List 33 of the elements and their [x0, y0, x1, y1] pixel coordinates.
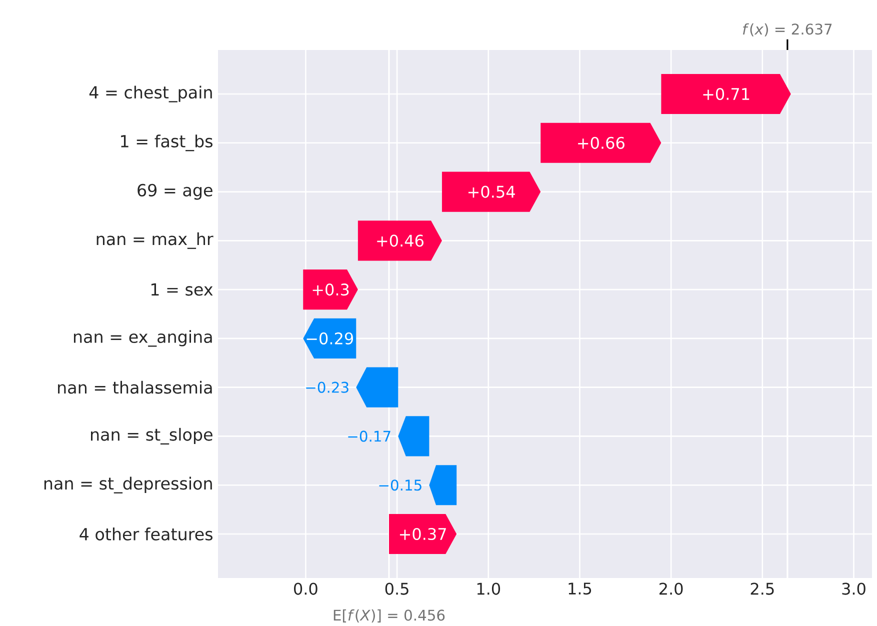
ref-line-label: f(x) = 2.637 [743, 23, 832, 36]
ref-line-label: E[f(X)] = 0.456 [334, 609, 445, 622]
data-label: +0.3 [312, 284, 349, 296]
y-tick-label: 4 other features [80, 528, 212, 540]
y-tick-label: nan = st_slope [91, 428, 212, 445]
x-tick-label: 1.5 [568, 582, 592, 595]
data-label: −0.29 [306, 332, 354, 344]
data-label: −0.23 [306, 382, 348, 393]
bar [540, 122, 662, 163]
y-tick-label: nan = thalassemia [58, 380, 212, 394]
y-tick-label: nan = ex_angina [74, 330, 212, 347]
data-label: +0.54 [468, 186, 515, 198]
data-label: +0.71 [703, 88, 750, 100]
bar [358, 220, 442, 261]
data-label: +0.66 [578, 136, 624, 149]
data-label: −0.17 [348, 430, 390, 442]
x-tick-label: 3.0 [842, 582, 866, 595]
y-tick-label: 1 = fast_bs [121, 134, 212, 152]
y-tick-label: 69 = age [138, 184, 212, 200]
y-tick-label: 4 = chest_pain [89, 86, 212, 102]
y-tick-label: 1 = sex [151, 283, 213, 296]
bar [661, 74, 791, 114]
x-tick-label: 1.0 [477, 582, 500, 595]
data-label: −0.15 [379, 480, 422, 491]
data-label: +0.37 [400, 528, 446, 540]
y-tick-label: nan = st_depression [44, 476, 212, 494]
x-tick-label: 2.0 [660, 582, 683, 595]
x-tick-label: 2.5 [750, 582, 774, 595]
x-tick-label: 0.5 [385, 582, 408, 595]
data-label: +0.46 [377, 234, 424, 247]
x-tick-label: 0.0 [294, 582, 318, 595]
y-tick-label: nan = max_hr [96, 232, 214, 249]
bar [442, 172, 541, 212]
